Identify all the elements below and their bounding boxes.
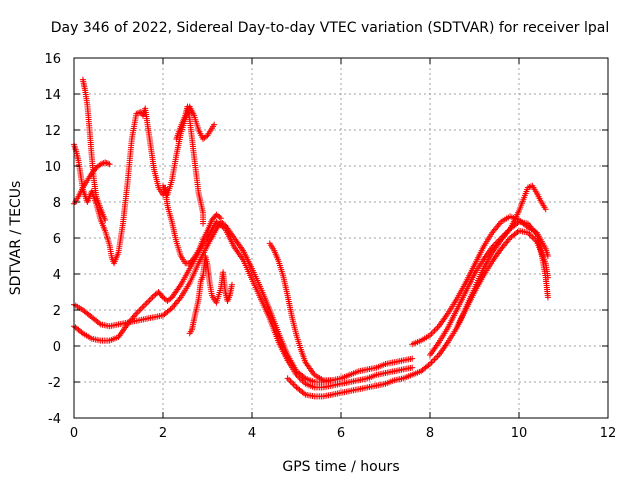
data-point [228,281,235,288]
data-point [102,217,109,223]
data-point [143,300,150,307]
data-point [137,306,144,313]
data-point [203,133,210,140]
data-point [286,376,293,383]
x-tick-label: 6 [337,426,345,441]
x-tick-label: 2 [159,426,167,441]
x-tick-label: 0 [70,426,78,441]
data-point [429,329,436,336]
data-point [527,232,534,239]
series-arc-low-spikes [186,253,235,337]
data-point [136,109,143,116]
data-point [289,379,296,386]
chart-title: Day 346 of 2022, Sidereal Day-to-day VTE… [51,20,609,36]
data-point [97,161,104,168]
y-axis-label: SDTVAR / TECUs [8,181,24,296]
x-tick-label: 12 [600,426,617,441]
data-point [102,159,109,166]
data-point [211,121,218,128]
data-point [514,220,521,226]
y-tick-label: 8 [53,196,61,211]
data-point [428,359,435,366]
data-point [149,294,156,301]
data-point [431,327,438,334]
y-tick-label: -2 [48,376,61,391]
data-point [409,364,416,371]
y-tick-label: 12 [44,124,61,139]
series-arc-mid-low [173,103,207,227]
series-arc-tall-spike [79,76,109,223]
data-point [514,229,521,235]
data-point [542,206,549,213]
data-point [148,295,155,302]
data-points [71,76,551,400]
data-point [145,298,152,305]
data-point [524,184,531,191]
data-point [216,214,223,220]
data-point [158,293,165,300]
series-arc-evening-3 [453,218,551,331]
data-point [300,390,307,397]
data-point [99,160,106,167]
series-arc-afternoon [266,240,336,384]
data-point [429,358,436,364]
data-point [134,110,141,117]
series-arc-bottom [284,227,551,400]
grid-lines [74,58,608,418]
axis-ticks: 0 2 4 6 8 10 12 -4 -2 0 2 4 6 8 10 12 14 16 [44,52,616,441]
data-point [167,295,174,302]
x-tick-label: 4 [248,426,256,441]
data-point [142,301,149,308]
y-tick-label: 14 [44,88,61,103]
data-point [103,160,110,166]
data-point [432,326,439,333]
y-tick-label: -4 [48,412,61,427]
data-point [529,234,536,241]
data-point [136,307,143,314]
data-point [167,306,174,313]
data-point [287,378,294,385]
data-point [329,377,336,384]
series-arc-evening-2 [427,182,549,358]
data-point [409,355,416,362]
data-point [431,356,438,363]
data-point [292,382,299,389]
y-tick-label: 10 [44,160,61,175]
y-tick-label: 6 [53,232,61,247]
data-point [133,110,140,117]
data-point [105,160,112,167]
series-arc-rising-left [71,159,113,207]
y-tick-label: 0 [53,340,61,355]
data-point [544,253,551,259]
data-point [526,184,533,190]
data-point [432,355,439,361]
y-tick-label: 16 [44,52,61,67]
data-point [527,183,534,190]
data-point [284,375,291,382]
data-point [544,294,551,301]
x-tick-label: 10 [511,426,528,441]
data-point [425,362,432,369]
x-tick-label: 8 [426,426,434,441]
data-point [140,303,147,310]
x-axis-label: GPS time / hours [282,459,399,475]
y-tick-label: 2 [53,304,61,319]
data-point [200,220,207,227]
data-point [78,329,85,336]
data-point [106,161,113,168]
data-point [96,320,103,327]
data-point [146,297,153,304]
y-tick-label: 4 [53,268,61,283]
series-arc-low-2 [71,218,416,391]
